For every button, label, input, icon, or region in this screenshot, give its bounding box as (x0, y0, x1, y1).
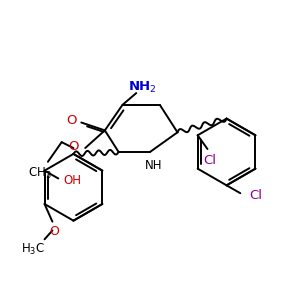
Text: CH$_3$: CH$_3$ (28, 166, 52, 181)
Text: Cl: Cl (250, 189, 262, 202)
Text: NH: NH (145, 159, 163, 172)
Text: NH$_2$: NH$_2$ (128, 80, 157, 95)
Text: O: O (50, 225, 59, 238)
Text: O: O (68, 140, 79, 153)
Text: O: O (66, 114, 77, 127)
Text: Cl: Cl (203, 154, 216, 167)
Text: OH: OH (63, 174, 81, 187)
Text: H$_3$C: H$_3$C (21, 242, 45, 257)
